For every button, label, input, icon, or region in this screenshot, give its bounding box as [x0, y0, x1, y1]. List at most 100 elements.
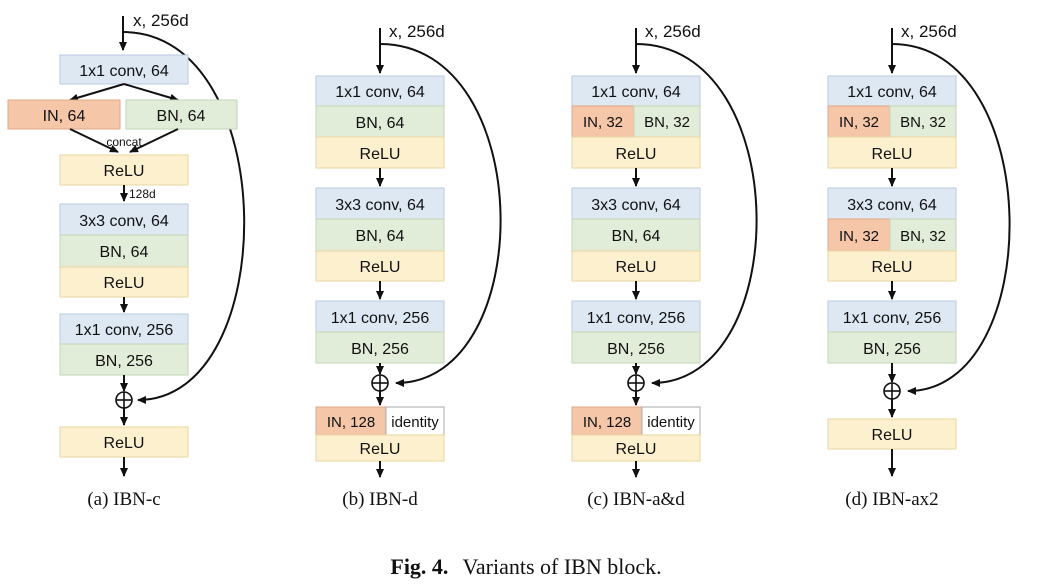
- bn64-split-box: [125, 99, 238, 130]
- conv3-label: 1x1 conv, 256: [587, 310, 686, 327]
- bn3-label: BN, 256: [607, 341, 665, 358]
- identity-label: identity: [647, 414, 695, 431]
- relu1-label: ReLU: [360, 146, 401, 163]
- relu1-box: [59, 154, 189, 186]
- in32-label: IN, 32: [839, 114, 879, 131]
- final-relu-box: [315, 434, 445, 462]
- split-arrow-in: [69, 83, 125, 102]
- conv3-box: [59, 313, 189, 345]
- in64-label: IN, 64: [43, 108, 86, 125]
- conv3-box: [827, 300, 957, 333]
- final-relu-box: [827, 418, 957, 450]
- panel-b-ibn-d: x, 256d 1x1 conv, 64 BN, 64 ReLU 3x3 con…: [315, 22, 502, 510]
- conv2-box: [571, 187, 701, 220]
- relu1-label: ReLU: [616, 146, 657, 163]
- relu1-label: ReLU: [872, 146, 913, 163]
- in128-box: [315, 406, 387, 436]
- in64-box: [7, 99, 121, 130]
- input-label: x, 256d: [645, 22, 701, 41]
- relu2-label: ReLU: [616, 259, 657, 276]
- add-symbol: [115, 391, 133, 409]
- relu1-box: [827, 136, 957, 169]
- panel-d-caption: (d) IBN-ax2: [845, 489, 938, 510]
- relu2-label: ReLU: [872, 259, 913, 276]
- conv2-box: [827, 187, 957, 220]
- input-label: x, 256d: [133, 11, 189, 30]
- bn3-box: [827, 331, 957, 364]
- add-symbol: [371, 374, 389, 392]
- conv1-label: 1x1 conv, 64: [79, 63, 169, 80]
- relu1-label: ReLU: [104, 163, 145, 180]
- identity-box: [385, 406, 445, 436]
- relu2-box: [315, 250, 445, 282]
- relu2-box: [827, 250, 957, 282]
- input-label: x, 256d: [901, 22, 957, 41]
- panel-a-caption: (a) IBN-c: [87, 489, 160, 510]
- add-symbol: [883, 382, 901, 400]
- final-relu-label: ReLU: [872, 427, 913, 444]
- bn64-split-label: BN, 64: [157, 108, 206, 125]
- merge-arrow-in: [69, 128, 119, 153]
- in128-box: [571, 406, 643, 436]
- figure-caption: Fig. 4. Variants of IBN block.: [390, 554, 661, 579]
- conv1-label: 1x1 conv, 64: [335, 84, 425, 101]
- bn3-label: BN, 256: [351, 341, 409, 358]
- conv3-label: 1x1 conv, 256: [843, 310, 942, 327]
- panel-c-ibn-a-d: x, 256d 1x1 conv, 64 IN, 32 BN, 32 ReLU …: [571, 22, 758, 510]
- bn2-label: BN, 64: [100, 244, 149, 261]
- conv3-box: [571, 300, 701, 333]
- skip-connection: [891, 43, 1011, 395]
- input-label: x, 256d: [389, 22, 445, 41]
- concat-label: concat: [106, 135, 142, 149]
- bn2-label: BN, 64: [356, 228, 405, 245]
- in32-box-2: [827, 218, 891, 252]
- conv2-label: 3x3 conv, 64: [79, 213, 169, 230]
- relu1-box: [315, 136, 445, 169]
- skip-connection: [379, 43, 502, 387]
- bn2-box: [315, 218, 445, 252]
- conv3-label: 1x1 conv, 256: [331, 310, 430, 327]
- in32-label: IN, 32: [583, 114, 623, 131]
- figure-caption-prefix: Fig. 4.: [390, 554, 448, 579]
- add-symbol: [627, 374, 645, 392]
- conv2-label: 3x3 conv, 64: [335, 197, 425, 214]
- relu2-box: [59, 266, 189, 298]
- in128-label: IN, 128: [583, 414, 631, 431]
- bn32-label-2: BN, 32: [900, 228, 946, 245]
- bn32-label: BN, 32: [900, 114, 946, 131]
- merge-arrow-bn: [129, 128, 179, 153]
- bn1-box: [315, 105, 445, 138]
- panel-a-ibn-c: x, 256d 1x1 conv, 64 IN, 64 BN, 64 conca…: [7, 11, 246, 510]
- conv1-label: 1x1 conv, 64: [591, 84, 681, 101]
- in32-label-2: IN, 32: [839, 228, 879, 245]
- final-relu-box: [571, 434, 701, 462]
- bn3-label: BN, 256: [863, 341, 921, 358]
- relu1-box: [571, 136, 701, 169]
- relu2-box: [571, 250, 701, 282]
- bn3-box: [315, 331, 445, 364]
- split-arrow-bn: [123, 83, 179, 102]
- conv3-box: [315, 300, 445, 333]
- panel-c-caption: (c) IBN-a&d: [587, 489, 685, 510]
- skip-connection: [122, 31, 246, 404]
- relu2-label: ReLU: [104, 275, 145, 292]
- final-relu-label: ReLU: [104, 435, 145, 452]
- skip-connection: [635, 43, 758, 387]
- in128-label: IN, 128: [327, 414, 375, 431]
- conv2-box: [315, 187, 445, 220]
- panel-d-ibn-ax2: x, 256d 1x1 conv, 64 IN, 32 BN, 32 ReLU …: [827, 22, 1011, 510]
- conv2-box: [59, 203, 189, 236]
- conv1-box: [59, 54, 189, 85]
- bn2-box: [59, 234, 189, 268]
- identity-label: identity: [391, 414, 439, 431]
- bn3-label: BN, 256: [95, 353, 153, 370]
- final-relu-label: ReLU: [616, 441, 657, 458]
- conv1-box: [827, 75, 957, 107]
- conv1-box: [315, 75, 445, 107]
- bn32-box: [633, 105, 701, 138]
- bn32-label: BN, 32: [644, 114, 690, 131]
- bn2-label: BN, 64: [612, 228, 661, 245]
- conv3-label: 1x1 conv, 256: [75, 322, 174, 339]
- bn1-label: BN, 64: [356, 115, 405, 132]
